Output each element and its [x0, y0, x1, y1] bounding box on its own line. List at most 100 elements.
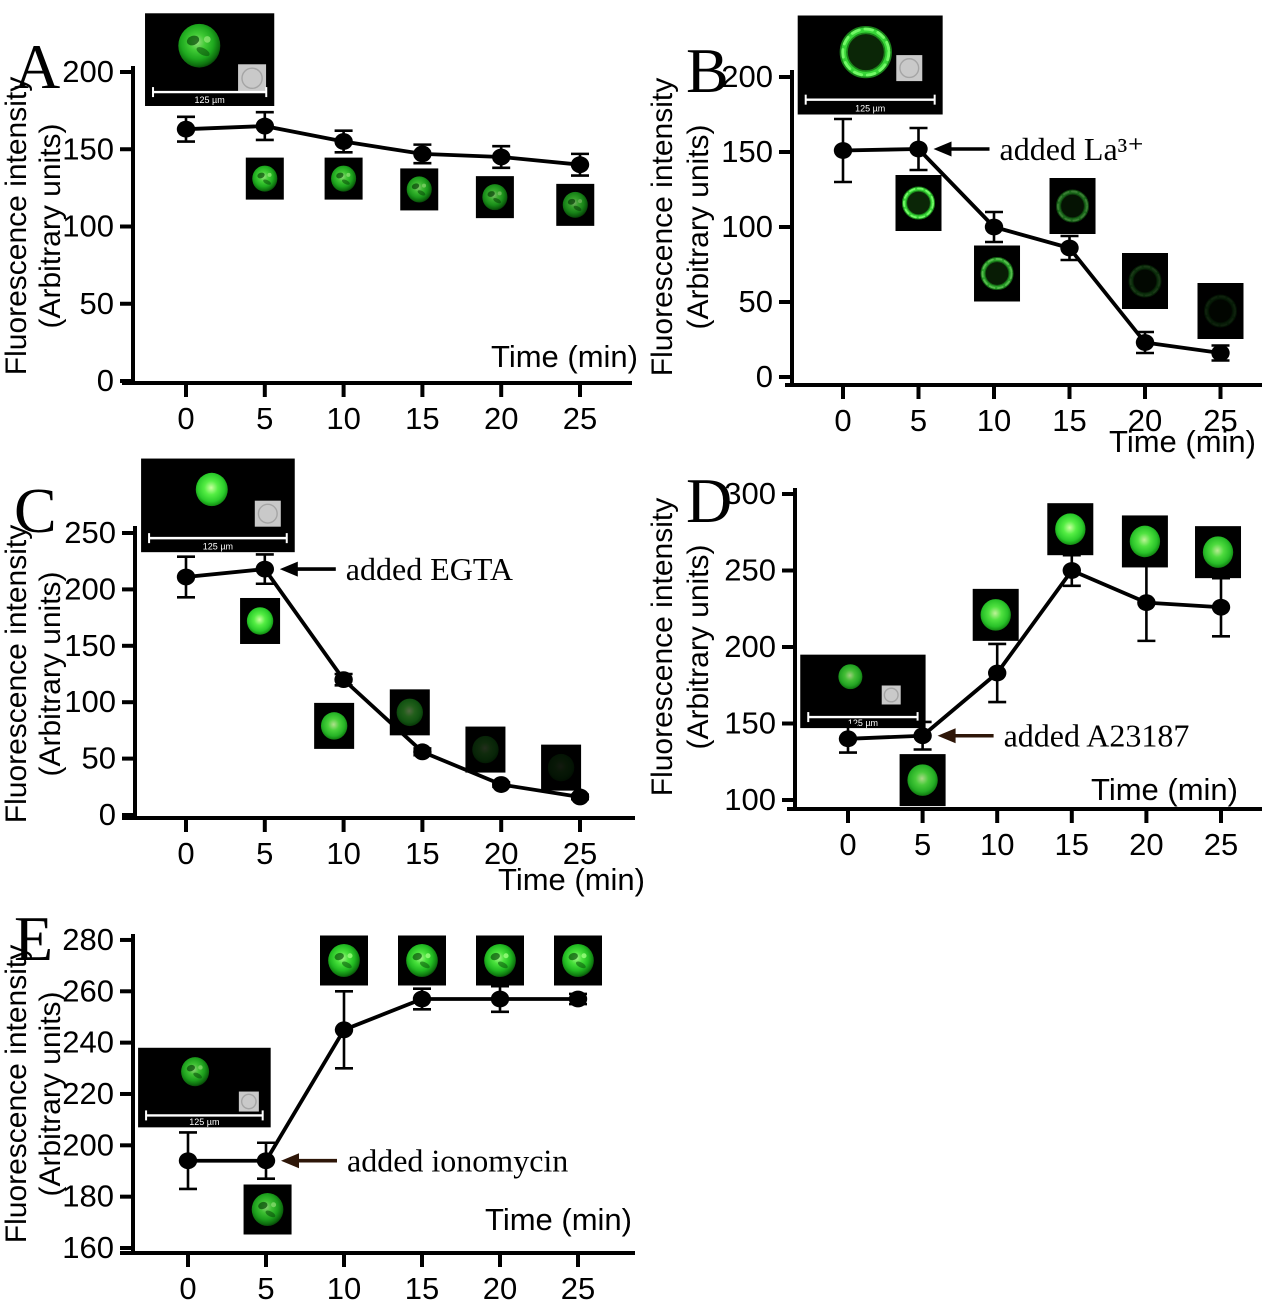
y-tick-label: 200 [721, 59, 773, 94]
data-point [984, 218, 1004, 236]
data-series [176, 110, 590, 177]
x-tick-label: 10 [327, 1271, 361, 1301]
y-tick-label: 150 [64, 628, 116, 663]
data-point [838, 730, 858, 748]
fluorescent-cell-image [839, 25, 892, 79]
axes: 0 5 10 15 20 25 160 180 200 220 240 260 280 [62, 922, 635, 1301]
x-tick-label: 15 [405, 401, 439, 436]
x-axis-title: Time (min) [491, 339, 638, 374]
annotation: added ionomycin [281, 1143, 568, 1179]
large-microscopy-inset: 125 µm [145, 13, 275, 106]
y-tick-label: 50 [739, 284, 773, 319]
data-point [176, 120, 196, 138]
data-point [570, 156, 590, 174]
scale-bar-label: 125 µm [855, 104, 885, 114]
y-axis-title-line2: (Arbitrary units) [34, 571, 67, 776]
y-tick-label: 0 [99, 797, 116, 832]
fluorescent-cell-image [562, 191, 588, 218]
data-point [570, 788, 590, 806]
x-tick-label: 0 [839, 827, 856, 862]
x-tick-label: 25 [563, 836, 597, 871]
x-tick-label: 25 [1203, 403, 1237, 438]
large-microscopy-inset: 125 µm [797, 15, 943, 115]
fluorescent-cell-image [1055, 513, 1086, 545]
y-axis-title-line1: Fluorescence intensity [0, 525, 33, 823]
fluorescent-cell-image [547, 753, 575, 782]
fluorescent-cell-image [907, 764, 938, 796]
data-point [334, 671, 353, 689]
annotation: added EGTA [279, 551, 513, 587]
y-axis-title-line2: (Arbitrary units) [34, 991, 67, 1196]
small-microscopy-inset [1121, 515, 1168, 568]
fluorescent-cell-image [320, 712, 348, 740]
data-point [568, 990, 588, 1008]
fluorescent-cell-image [1055, 189, 1090, 223]
small-microscopy-inset [556, 183, 595, 226]
fluorescent-cell-image [252, 165, 278, 192]
panel-e-insets: 125 µm [138, 935, 602, 1235]
x-tick-label: 20 [1129, 827, 1163, 862]
microscopy-inset-frame [1122, 253, 1168, 309]
fluorescent-cell-image [181, 1057, 210, 1087]
fluorescent-cell-image [472, 735, 499, 764]
data-point [413, 743, 432, 761]
data-series [176, 553, 590, 806]
small-microscopy-inset [1047, 503, 1094, 556]
small-microscopy-inset [398, 935, 446, 986]
data-point [490, 990, 510, 1008]
x-tick-label: 5 [256, 836, 273, 871]
scale-bar: 125 µm [145, 1110, 264, 1127]
fluorescent-cell-image [406, 944, 438, 977]
annotation-text: added A23187 [1004, 718, 1190, 754]
panel-a-insets: 125 µm [145, 13, 595, 226]
y-tick-label: 200 [724, 629, 776, 664]
fluorescent-cell-image [482, 184, 508, 211]
y-axis-title-line1: Fluorescence intensity [646, 498, 679, 796]
data-point [492, 148, 511, 166]
panel-a: 125 µm 0 5 10 15 20 25 0 50 100 150 200 Time (min) Fl… [0, 13, 638, 436]
x-tick-label: 5 [914, 827, 931, 862]
data-series [178, 984, 588, 1191]
data-point [176, 568, 196, 586]
data-point [413, 145, 432, 163]
arrowhead-left-icon [933, 141, 952, 157]
data-point [909, 140, 928, 158]
data-line [185, 567, 581, 799]
chip-cell-outline [899, 58, 920, 79]
x-tick-label: 5 [910, 403, 927, 438]
x-axis-title: Time (min) [1109, 424, 1256, 459]
small-microscopy-inset [324, 157, 363, 200]
scale-bar-label: 125 µm [848, 718, 878, 728]
small-microscopy-inset [554, 935, 602, 986]
arrowhead-left-icon [937, 728, 956, 744]
small-microscopy-inset [320, 935, 368, 986]
y-axis-title-line2: (Arbitrary units) [682, 124, 715, 329]
fluorescent-cell-image [251, 1193, 284, 1226]
axes: 0 5 10 15 20 25 0 50 100 150 200 [62, 54, 632, 436]
scale-bar-label: 125 µm [189, 1117, 219, 1127]
data-line [188, 997, 578, 1163]
y-tick-label: 280 [62, 922, 114, 957]
small-microscopy-inset [475, 176, 514, 219]
y-tick-label: 180 [62, 1179, 114, 1214]
x-tick-label: 5 [257, 1271, 274, 1301]
y-axis-title-line1: Fluorescence intensity [0, 945, 33, 1243]
microscopy-inset-frame [800, 654, 926, 729]
small-microscopy-inset [476, 935, 524, 986]
x-tick-label: 0 [177, 836, 194, 871]
x-tick-label: 15 [1055, 827, 1089, 862]
data-point [178, 1152, 198, 1170]
small-microscopy-inset [1049, 178, 1096, 234]
y-tick-label: 150 [724, 706, 776, 741]
fluorescent-cell-image [484, 944, 516, 977]
x-axis-title: Time (min) [485, 1202, 632, 1237]
fluorescent-cell-image [980, 256, 1014, 291]
chip-cell-outline [257, 503, 278, 524]
x-tick-label: 25 [1204, 827, 1238, 862]
fluorescent-cell-image [331, 165, 357, 192]
panel-c-insets: 125 µm [141, 458, 582, 791]
y-tick-label: 220 [62, 1076, 114, 1111]
axes: 0 5 10 15 20 25 0 50 100 150 200 [721, 59, 1262, 438]
x-tick-label: 15 [405, 836, 439, 871]
small-microscopy-inset [972, 588, 1019, 641]
